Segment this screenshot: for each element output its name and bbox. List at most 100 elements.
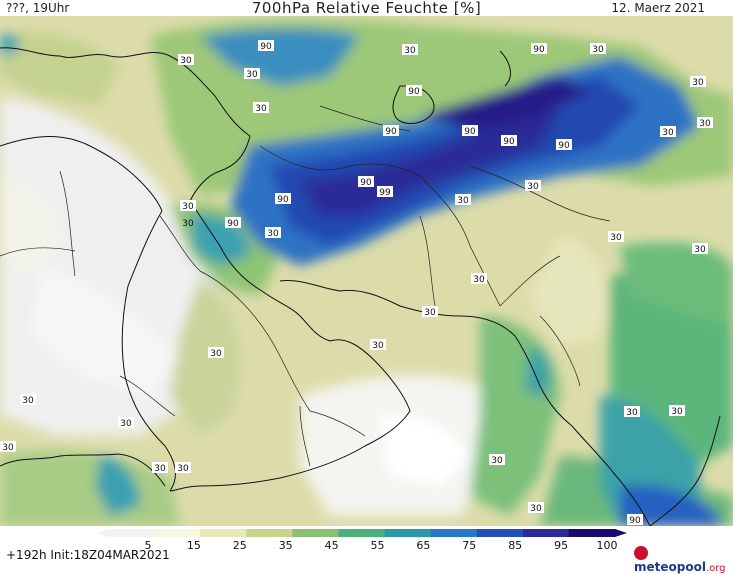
colorbar-swatch <box>384 529 432 537</box>
contour-label: 90 <box>275 193 291 205</box>
humidity-field <box>0 19 733 526</box>
header: ???, 19Uhr 700hPa Relative Feuchte [%] 1… <box>0 0 733 20</box>
colorbar-tick-label: 35 <box>279 539 293 552</box>
contour-label: 90 <box>556 139 572 151</box>
svg-text:90: 90 <box>385 127 397 137</box>
run-info: +192h Init:18Z04MAR2021 <box>6 548 170 562</box>
svg-text:90: 90 <box>260 42 272 52</box>
svg-text:90: 90 <box>408 87 420 97</box>
logo-icon <box>634 546 648 560</box>
contour-label: 30 <box>175 462 191 474</box>
contour-label: 90 <box>358 176 374 188</box>
contour-label: 30 <box>455 194 471 206</box>
humidity-map: 90 30 30 30 90 30 90 90 90 90 30 30 90 9… <box>0 16 733 526</box>
contour-label: 30 <box>471 273 487 285</box>
svg-text:30: 30 <box>372 341 384 351</box>
contour-label: 30 <box>669 405 685 417</box>
borders <box>0 105 611 467</box>
contour-label: 90 <box>627 514 643 526</box>
colorbar-tick-label: 100 <box>597 539 618 552</box>
svg-text:30: 30 <box>182 202 194 212</box>
contour-label: 30 <box>265 227 281 239</box>
svg-text:90: 90 <box>277 195 289 205</box>
svg-text:90: 90 <box>503 137 515 147</box>
contour-label: 90 <box>406 85 422 97</box>
colorbar-tick-label: 75 <box>462 539 476 552</box>
svg-text:90: 90 <box>533 45 545 55</box>
contour-label: 30 <box>118 417 134 429</box>
colorbar: 5 15 25 35 45 55 65 75 85 95 100 <box>96 529 627 552</box>
colorbar-tick-label: 45 <box>325 539 339 552</box>
colorbar-max-arrow <box>615 529 627 537</box>
svg-text:30: 30 <box>592 45 604 55</box>
svg-text:90: 90 <box>558 141 570 151</box>
logo-tld: .org <box>705 563 726 574</box>
colorbar-swatch <box>568 529 616 537</box>
contour-label: 90 <box>531 43 547 55</box>
svg-text:30: 30 <box>177 464 189 474</box>
svg-text:30: 30 <box>699 119 711 129</box>
meteopool-logo[interactable]: meteopool.org <box>634 546 733 574</box>
contour-label: 30 <box>244 68 260 80</box>
svg-text:30: 30 <box>610 233 622 243</box>
colorbar-swatch <box>246 529 293 537</box>
svg-text:30: 30 <box>491 456 503 466</box>
colorbar-swatch <box>476 529 524 537</box>
svg-text:30: 30 <box>182 219 194 229</box>
logo-name: meteopool <box>634 560 706 574</box>
contour-label: 30 <box>20 394 36 406</box>
colorbar-swatch <box>154 529 201 537</box>
contour-label: 30 <box>253 102 269 114</box>
svg-text:30: 30 <box>694 245 706 255</box>
svg-text:30: 30 <box>180 56 192 66</box>
colorbar-swatch <box>522 529 570 537</box>
contour-label: 30 <box>489 454 505 466</box>
contour-labels: 90 30 30 30 90 30 90 90 90 90 30 30 90 9… <box>0 40 713 526</box>
coastlines <box>0 47 721 526</box>
contour-label: 30 <box>690 76 706 88</box>
colorbar-tick-label: 85 <box>508 539 522 552</box>
colorbar-swatch <box>338 529 386 537</box>
svg-text:30: 30 <box>424 308 436 318</box>
footer: 5 15 25 35 45 55 65 75 85 95 100 <box>0 526 733 566</box>
svg-text:90: 90 <box>360 178 372 188</box>
map-title: 700hPa Relative Feuchte [%] <box>251 0 482 17</box>
svg-text:30: 30 <box>671 407 683 417</box>
svg-text:90: 90 <box>629 516 641 526</box>
svg-text:30: 30 <box>267 229 279 239</box>
svg-text:30: 30 <box>246 70 258 80</box>
colorbar-tick-label: 55 <box>371 539 385 552</box>
contour-label: 30 <box>660 126 676 138</box>
contour-label: 90 <box>462 125 478 137</box>
colorbar-tick-label: 5 <box>145 539 152 552</box>
contour-label: 30 <box>608 231 624 243</box>
contour-label: 90 <box>501 135 517 147</box>
svg-text:90: 90 <box>464 127 476 137</box>
svg-text:30: 30 <box>210 349 222 359</box>
contour-label: 30 <box>178 54 194 66</box>
svg-text:30: 30 <box>473 275 485 285</box>
svg-text:30: 30 <box>527 182 539 192</box>
svg-text:30: 30 <box>692 78 704 88</box>
contour-label: 30 <box>624 406 640 418</box>
colorbar-tick-label: 65 <box>416 539 430 552</box>
contour-label: 90 <box>258 40 274 52</box>
svg-text:30: 30 <box>22 396 34 406</box>
svg-text:30: 30 <box>404 46 416 56</box>
contour-label: 30 <box>697 117 713 129</box>
contour-label: 30 <box>528 502 544 514</box>
contour-label: 30 <box>182 219 194 229</box>
contour-label: 30 <box>590 43 606 55</box>
colorbar-min-arrow <box>96 529 108 537</box>
colorbar-swatch <box>108 529 155 537</box>
svg-text:30: 30 <box>530 504 542 514</box>
contour-label: 30 <box>402 44 418 56</box>
svg-text:30: 30 <box>457 196 469 206</box>
svg-text:99: 99 <box>379 188 391 198</box>
valid-date-label: 12. Maerz 2021 <box>611 1 705 15</box>
svg-text:30: 30 <box>154 464 166 474</box>
svg-text:30: 30 <box>626 408 638 418</box>
contour-label: 30 <box>525 180 541 192</box>
svg-text:90: 90 <box>227 219 239 229</box>
svg-text:30: 30 <box>2 443 14 453</box>
